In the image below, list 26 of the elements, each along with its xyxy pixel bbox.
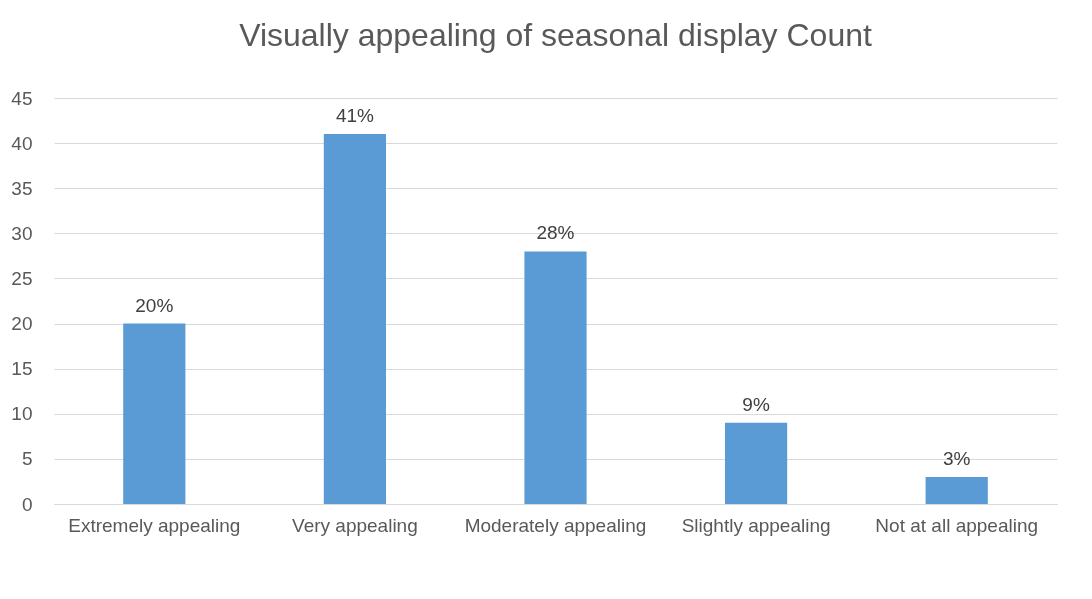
y-tick-label: 20 bbox=[11, 313, 33, 335]
y-tick-label: 30 bbox=[11, 222, 33, 244]
x-tick-label: Very appealing bbox=[292, 514, 418, 536]
bar bbox=[524, 251, 587, 504]
y-tick-label: 35 bbox=[11, 177, 33, 199]
data-label: 9% bbox=[742, 393, 770, 415]
data-label: 3% bbox=[942, 447, 971, 469]
x-tick-label: Not at all appealing bbox=[875, 514, 1039, 536]
y-tick-label: 25 bbox=[11, 267, 33, 289]
y-tick-label: 0 bbox=[21, 493, 33, 515]
x-tick-label: Slightly appealing bbox=[681, 514, 831, 536]
y-tick-label: 5 bbox=[21, 448, 33, 470]
chart-title: Visually appealing of seasonal display Count bbox=[239, 17, 872, 53]
bar bbox=[725, 422, 788, 504]
bar bbox=[323, 134, 386, 504]
bar bbox=[123, 323, 186, 504]
x-tick-label: Moderately appealing bbox=[464, 514, 647, 536]
x-tick-label: Extremely appealing bbox=[68, 514, 241, 536]
bar bbox=[925, 476, 988, 504]
y-tick-label: 10 bbox=[11, 403, 33, 425]
y-tick-label: 40 bbox=[11, 132, 33, 154]
data-label: 41% bbox=[335, 105, 375, 127]
y-tick-label: 15 bbox=[11, 358, 33, 380]
data-label: 28% bbox=[536, 222, 575, 244]
data-label: 20% bbox=[135, 294, 174, 316]
y-tick-label: 45 bbox=[11, 87, 33, 109]
